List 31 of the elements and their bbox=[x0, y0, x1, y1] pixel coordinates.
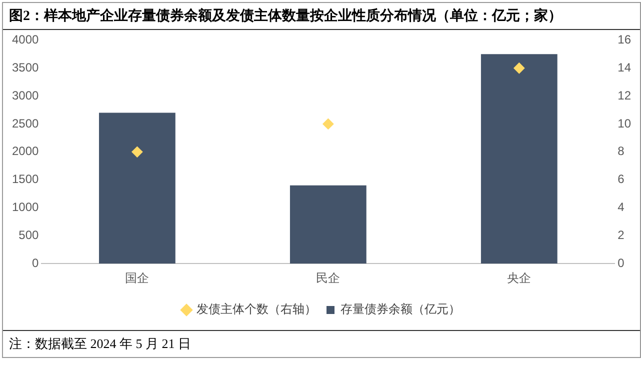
legend-label: 存量债券余额（亿元） bbox=[340, 302, 460, 316]
y-tick-label: 4000 bbox=[12, 32, 40, 47]
y2-tick-label: 6 bbox=[618, 172, 625, 186]
y-tick-label: 500 bbox=[18, 228, 40, 242]
point bbox=[514, 62, 525, 74]
y-tick-label: 0 bbox=[32, 256, 40, 270]
y2-tick-label: 2 bbox=[618, 228, 625, 242]
y-tick-label: 2500 bbox=[12, 116, 40, 130]
y-tick-label: 1000 bbox=[12, 200, 40, 214]
y2-tick-label: 12 bbox=[618, 88, 632, 102]
y-tick-label: 1500 bbox=[12, 172, 40, 186]
x-tick-label: 民企 bbox=[316, 271, 340, 286]
x-tick-label: 央企 bbox=[507, 271, 532, 286]
chart-title: 图2：样本地产企业存量债券余额及发债主体数量按企业性质分布情况（单位：亿元；家） bbox=[3, 3, 640, 30]
x-tick-label: 国企 bbox=[125, 271, 150, 286]
y-tick-label: 3000 bbox=[12, 88, 40, 102]
y-tick-label: 3500 bbox=[12, 60, 40, 74]
y-tick-label: 2000 bbox=[12, 144, 40, 158]
y2-tick-label: 0 bbox=[618, 256, 625, 270]
y2-tick-label: 4 bbox=[618, 200, 625, 214]
point bbox=[132, 146, 143, 158]
legend-label: 发债主体个数（右轴） bbox=[196, 302, 316, 316]
y2-tick-label: 10 bbox=[618, 116, 632, 130]
bar bbox=[290, 185, 366, 264]
y2-tick-label: 14 bbox=[618, 60, 632, 74]
point bbox=[322, 118, 334, 130]
y2-tick-label: 8 bbox=[618, 144, 625, 158]
text: 注：数据截至 2024 年 5 月 21 日 bbox=[9, 335, 192, 353]
bar bbox=[480, 54, 558, 264]
y2-tick-label: 16 bbox=[618, 32, 632, 47]
bar bbox=[98, 112, 176, 264]
